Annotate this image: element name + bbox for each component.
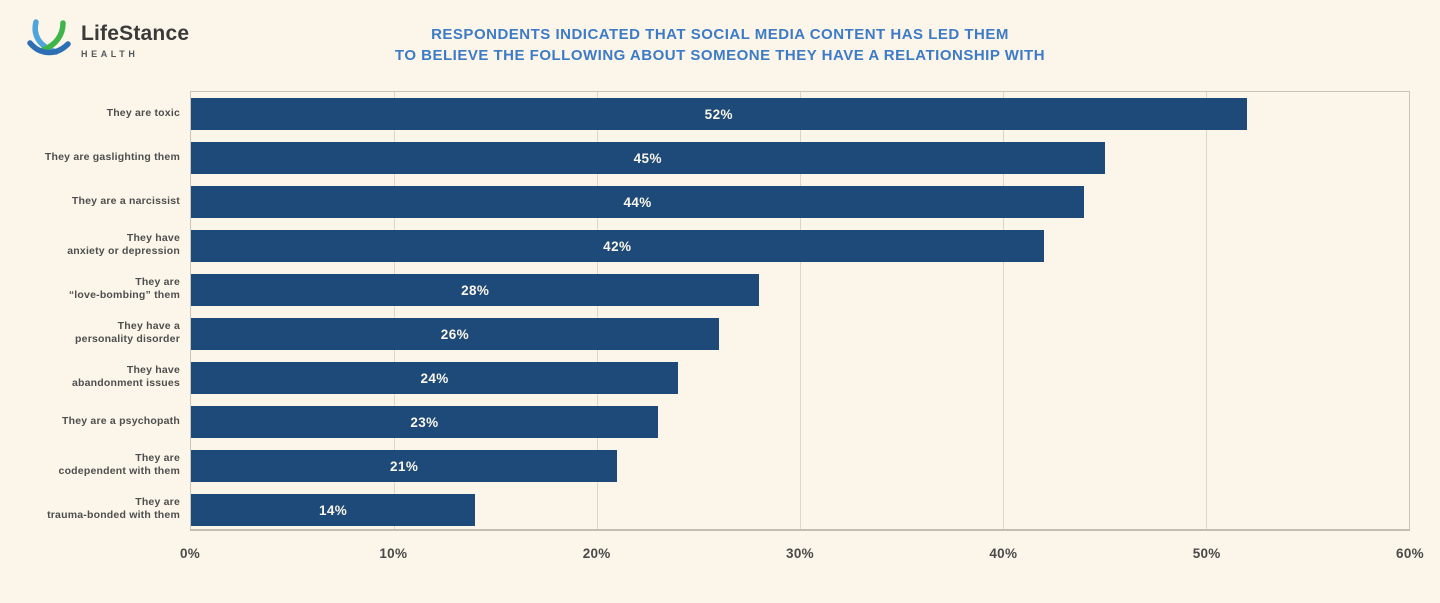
bar-value-label: 45% (633, 150, 662, 166)
bar-value-label: 44% (623, 194, 652, 210)
bar-value-label: 42% (603, 238, 632, 254)
bar-row: 26% (191, 312, 1409, 356)
x-tick-label: 60% (1396, 546, 1424, 561)
bar-row: 45% (191, 136, 1409, 180)
lifestance-logo: LifeStance HEALTH (26, 16, 189, 65)
category-label: They are “love-bombing” them (68, 276, 180, 301)
logo-text: LifeStance HEALTH (81, 22, 189, 59)
x-tick-label: 50% (1192, 546, 1221, 561)
x-tick-label: 30% (786, 546, 814, 561)
gridline (394, 92, 395, 529)
bar: 14% (191, 494, 476, 526)
bar-rows: 52% 45% 44% 42% 28% 26% 24% 23% 21% 14% (191, 92, 1409, 529)
bar: 44% (191, 186, 1085, 218)
bar-value-label: 26% (440, 326, 470, 342)
bar-value-label: 52% (704, 106, 733, 122)
category-label: They have a personality disorder (75, 320, 180, 345)
bar: 45% (191, 142, 1105, 174)
bar-value-label: 24% (420, 370, 449, 386)
bar-row: 23% (191, 400, 1409, 444)
bar-value-label: 28% (461, 282, 490, 298)
bar: 26% (191, 318, 719, 350)
bar-value-label: 14% (318, 502, 348, 518)
category-label: They have anxiety or depression (67, 232, 180, 257)
bar-value-label: 21% (390, 458, 419, 474)
category-label: They are a psychopath (62, 414, 180, 427)
x-tick-label: 20% (582, 546, 611, 561)
chart-title-line1: RESPONDENTS INDICATED THAT SOCIAL MEDIA … (431, 26, 1009, 43)
bar-value-label: 23% (410, 414, 439, 430)
gridline (597, 92, 598, 529)
category-label: They are a narcissist (71, 194, 180, 207)
bar-row: 21% (191, 444, 1409, 488)
bar: 21% (191, 450, 618, 482)
chart-title: RESPONDENTS INDICATED THAT SOCIAL MEDIA … (0, 24, 1440, 66)
lifestance-logo-mark-icon (26, 16, 72, 65)
x-tick-label: 0% (179, 546, 201, 561)
bar: 42% (191, 230, 1044, 262)
bar-row: 14% (191, 488, 1409, 532)
bar: 23% (191, 406, 658, 438)
category-label: They have abandonment issues (71, 364, 180, 389)
category-labels: They are toxic They are gaslighting them T… (0, 91, 180, 531)
brand-name: LifeStance (81, 22, 190, 45)
x-tick-label: 40% (989, 546, 1018, 561)
x-tick-label: 10% (379, 546, 408, 561)
bar: 52% (191, 98, 1247, 130)
x-axis: 0% 10% 20% 30% 40% 50% 60% (180, 531, 1424, 576)
bar-row: 42% (191, 224, 1409, 268)
category-label: They are codependent with them (58, 452, 180, 477)
plot-area: 52% 45% 44% 42% 28% 26% 24% 23% 21% 14% (190, 91, 1410, 531)
category-label: They are trauma-bonded with them (47, 496, 180, 521)
brand-subtitle: HEALTH (81, 49, 139, 59)
chart-title-line2: TO BELIEVE THE FOLLOWING ABOUT SOMEONE T… (394, 47, 1046, 64)
bar-row: 44% (191, 180, 1409, 224)
gridline (800, 92, 801, 529)
gridline (1003, 92, 1004, 529)
category-label: They are toxic (106, 106, 180, 119)
bar-row: 52% (191, 92, 1409, 136)
gridline (1206, 92, 1207, 529)
bar: 28% (191, 274, 760, 306)
bar-row: 28% (191, 268, 1409, 312)
bar-row: 24% (191, 356, 1409, 400)
category-label: They are gaslighting them (44, 150, 180, 163)
bar: 24% (191, 362, 679, 394)
